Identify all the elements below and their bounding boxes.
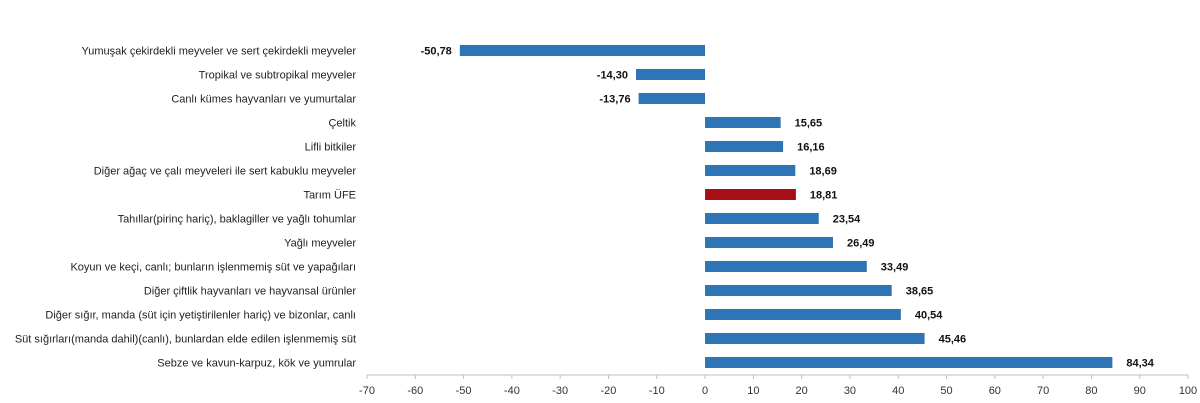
x-tick-label: 80 xyxy=(1085,385,1097,397)
bar-12 xyxy=(705,309,901,320)
category-label: Koyun ve keçi, canlı; bunların işlenmemi… xyxy=(70,262,356,274)
bar-1 xyxy=(459,45,706,56)
category-label: Lifli bitkiler xyxy=(305,142,357,154)
bar-7 xyxy=(705,189,796,200)
category-label: Diğer çiftlik hayvanları ve hayvansal ür… xyxy=(144,286,356,298)
x-tick-label: 10 xyxy=(747,385,759,397)
data-label: 26,49 xyxy=(847,238,875,250)
category-label: Canlı kümes hayvanları ve yumurtalar xyxy=(171,94,356,106)
x-tick-label: -60 xyxy=(407,385,423,397)
x-tick-label: 50 xyxy=(940,385,952,397)
category-label: Yağlı meyveler xyxy=(284,238,356,250)
category-label: Sebze ve kavun-karpuz, kök ve yumrular xyxy=(157,358,356,370)
data-label: 33,49 xyxy=(881,262,909,274)
x-tick-label: 100 xyxy=(1179,385,1197,397)
data-label: 45,46 xyxy=(939,334,967,346)
x-tick-label: -40 xyxy=(504,385,520,397)
category-label: Diğer sığır, manda (süt için yetiştirile… xyxy=(45,310,356,322)
bar-4 xyxy=(705,117,781,128)
category-label: Süt sığırları(manda dahil)(canlı), bunla… xyxy=(15,334,356,346)
bar-3 xyxy=(638,93,706,104)
data-label: 18,81 xyxy=(810,190,838,202)
bar-2 xyxy=(635,69,706,80)
x-tick-label: -70 xyxy=(359,385,375,397)
x-tick-label: 90 xyxy=(1134,385,1146,397)
category-label: Çeltik xyxy=(328,118,356,130)
bar-14 xyxy=(705,357,1113,368)
x-tick-label: -50 xyxy=(456,385,472,397)
x-tick-label: 30 xyxy=(844,385,856,397)
bar-8 xyxy=(705,213,819,224)
data-label: -14,30 xyxy=(597,70,628,82)
bar-11 xyxy=(705,285,892,296)
x-tick-label: 70 xyxy=(1037,385,1049,397)
category-label: Tarım ÜFE xyxy=(303,190,356,202)
data-label: -13,76 xyxy=(599,94,630,106)
x-tick-label: 0 xyxy=(702,385,708,397)
bar-13 xyxy=(705,333,925,344)
x-tick-label: -20 xyxy=(601,385,617,397)
x-tick-label: 20 xyxy=(796,385,808,397)
bar-10 xyxy=(705,261,867,272)
x-tick-label: 60 xyxy=(989,385,1001,397)
category-label: Tahıllar(pirinç hariç), baklagiller ve y… xyxy=(118,214,357,226)
x-tick-label: -10 xyxy=(649,385,665,397)
x-tick-label: -30 xyxy=(552,385,568,397)
data-label: 15,65 xyxy=(795,118,823,130)
data-label: 16,16 xyxy=(797,142,825,154)
bar-9 xyxy=(705,237,833,248)
data-label: 18,69 xyxy=(809,166,837,178)
data-label: 40,54 xyxy=(915,310,943,322)
data-label: 23,54 xyxy=(833,214,861,226)
bar-6 xyxy=(705,165,796,176)
category-label: Diğer ağaç ve çalı meyveleri ile sert ka… xyxy=(94,166,357,178)
data-label: 84,34 xyxy=(1126,358,1154,370)
category-label: Yumuşak çekirdekli meyveler ve sert çeki… xyxy=(82,46,357,58)
x-tick-label: 40 xyxy=(892,385,904,397)
data-label: -50,78 xyxy=(421,46,452,58)
bar-5 xyxy=(705,141,784,152)
data-label: 38,65 xyxy=(906,286,934,298)
category-label: Tropikal ve subtropikal meyveler xyxy=(199,70,357,82)
